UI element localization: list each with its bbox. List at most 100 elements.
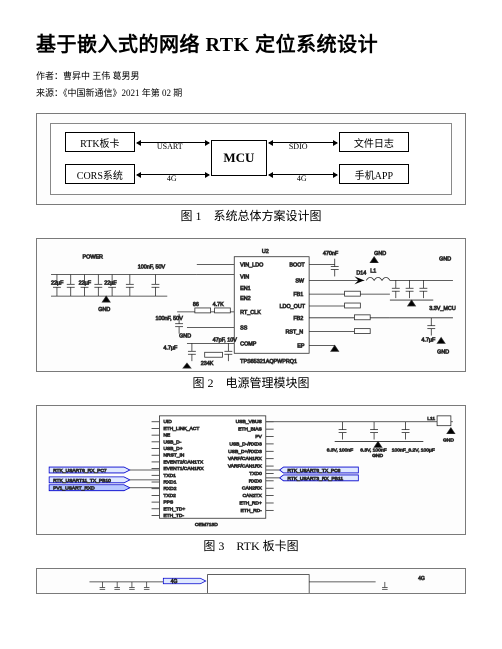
pin-label: USB_D+: [163, 446, 182, 452]
pin-label: CAN2TX: [242, 493, 262, 499]
figure-2: POWER 22μF 22μF 22μF 100nF, 50V GND: [36, 238, 466, 391]
svg-text:4.7μF: 4.7μF: [163, 345, 178, 351]
svg-text:OEM718D: OEM718D: [195, 522, 218, 528]
svg-text:EN1: EN1: [240, 286, 251, 292]
svg-text:TPS65321AQPWPRQ1: TPS65321AQPWPRQ1: [240, 359, 297, 365]
svg-text:RTK_USART6_TX_PC6: RTK_USART6_TX_PC6: [287, 468, 340, 474]
svg-text:4G: 4G: [171, 579, 178, 585]
label-usart: USART: [157, 142, 183, 151]
pin-label: ETH_TD-: [163, 513, 184, 519]
svg-text:RTK_USART6_RX_PC7: RTK_USART6_RX_PC7: [53, 468, 107, 474]
svg-text:SW: SW: [295, 278, 305, 284]
svg-text:GND: GND: [98, 307, 110, 313]
svg-text:100nF, 50V: 100nF, 50V: [155, 316, 183, 322]
svg-text:RTK_USART3_RX_PB11: RTK_USART3_RX_PB11: [287, 476, 343, 482]
figure-4-partial: 4G 4G: [36, 568, 466, 594]
svg-text:LDO_OUT: LDO_OUT: [280, 304, 306, 310]
svg-text:L11: L11: [427, 416, 435, 422]
svg-text:4.7μF: 4.7μF: [421, 337, 436, 343]
svg-text:RT_CLK: RT_CLK: [240, 310, 261, 316]
block-mcu: MCU: [211, 140, 267, 176]
figure-3-frame: OEM718D UIDETH_LINK_ACTNEUSB_D-USB_D+NRS…: [36, 405, 466, 535]
pin-label: NRST_IN: [163, 453, 184, 459]
svg-text:FB1: FB1: [293, 292, 303, 298]
svg-text:47pF, 10V: 47pF, 10V: [213, 337, 238, 343]
svg-text:GND: GND: [443, 437, 454, 443]
pin-label: EVENT2/CAN1TX: [163, 459, 204, 465]
page-title: 基于嵌入式的网络 RTK 定位系统设计: [36, 28, 466, 57]
pin-label: TXD0: [249, 471, 262, 477]
figure-1-diagram: RTK板卡 CORS系统 MCU 文件日志 手机APP USART 4G SDI…: [50, 123, 452, 195]
figure-2-caption: 图 2 电源管理模块图: [36, 374, 466, 391]
pin-label: ETH_RD-: [241, 508, 263, 514]
pin-label: PV: [255, 434, 262, 440]
block-log: 文件日志: [339, 132, 409, 152]
block-cors: CORS系统: [65, 164, 135, 184]
svg-text:EP: EP: [297, 343, 305, 349]
svg-text:VIN: VIN: [240, 274, 249, 280]
svg-text:EN2: EN2: [240, 296, 251, 302]
svg-text:6.3V, 100nF: 6.3V, 100nF: [360, 447, 386, 453]
svg-text:GND: GND: [179, 334, 191, 340]
svg-text:L1: L1: [370, 268, 376, 274]
pin-label: PPS: [163, 500, 174, 506]
svg-text:3.3V_MCU: 3.3V_MCU: [429, 306, 456, 312]
svg-text:VIN_LDO: VIN_LDO: [240, 263, 263, 269]
pin-label: RXD0: [249, 478, 262, 484]
pin-label: TXD2: [163, 493, 176, 499]
figure-2-schematic: POWER 22μF 22μF 22μF 100nF, 50V GND: [37, 239, 465, 371]
svg-text:RST_N: RST_N: [285, 330, 303, 336]
pin-label: UID: [163, 419, 172, 425]
svg-text:FB2: FB2: [293, 316, 303, 322]
svg-text:470nF: 470nF: [323, 251, 339, 257]
figure-4-frame: 4G 4G: [36, 568, 466, 594]
pin-label: ETH_RD+: [239, 500, 262, 506]
svg-text:22μF: 22μF: [51, 280, 64, 286]
pin-label: USB_VBUS: [236, 419, 263, 425]
svg-text:4G: 4G: [418, 576, 425, 582]
pin-label: NE: [163, 433, 171, 439]
figure-3-schematic: OEM718D UIDETH_LINK_ACTNEUSB_D-USB_D+NRS…: [37, 406, 465, 534]
svg-text:RTK_USART11_TX_PB10: RTK_USART11_TX_PB10: [53, 478, 111, 484]
pin-label: EVENT1/CAN1RX: [163, 466, 204, 472]
pin-label: CAN2RX: [242, 486, 263, 492]
block-rtk: RTK板卡: [65, 132, 135, 152]
figure-3-caption: 图 3 RTK 板卡图: [36, 537, 466, 554]
pin-label: VARF/CAN1RX: [228, 464, 263, 470]
svg-text:234K: 234K: [201, 361, 214, 367]
svg-text:D14: D14: [356, 270, 366, 276]
svg-text:6.3V, 100nF: 6.3V, 100nF: [327, 447, 353, 453]
svg-text:GND: GND: [374, 251, 386, 257]
svg-text:100nF_6.2V, 100μF: 100nF_6.2V, 100μF: [392, 447, 435, 453]
figure-1-frame: RTK板卡 CORS系统 MCU 文件日志 手机APP USART 4G SDI…: [36, 113, 466, 205]
svg-text:100nF, 50V: 100nF, 50V: [138, 265, 166, 271]
pin-label: RXD1: [163, 479, 176, 485]
svg-text:GND: GND: [372, 453, 383, 459]
label-4g-right: 4G: [297, 174, 307, 183]
author-line: 作者：曹昇中 王伟 葛男男: [36, 69, 466, 82]
pin-label: ETH_BIAS: [238, 427, 262, 433]
svg-text:PV1_USART_RXD: PV1_USART_RXD: [53, 486, 95, 492]
figure-1-caption: 图 1 系统总体方案设计图: [36, 207, 466, 224]
label-4g-left: 4G: [167, 174, 177, 183]
svg-text:BOOT: BOOT: [289, 263, 305, 269]
pin-label: USB_D-: [163, 439, 181, 445]
pin-label: USB_D-/RXD3: [229, 441, 262, 447]
svg-text:GND: GND: [439, 257, 451, 263]
pin-label: TXD1: [163, 473, 176, 479]
pin-label: VARF/CAN1RX: [228, 456, 263, 462]
svg-text:GND: GND: [437, 349, 449, 355]
source-line: 来源：《中国新通信》2021 年第 02 期: [36, 86, 466, 99]
pin-label: RXD2: [163, 486, 176, 492]
pin-label: ETH_LINK_ACT: [163, 426, 199, 432]
figure-1: RTK板卡 CORS系统 MCU 文件日志 手机APP USART 4G SDI…: [36, 113, 466, 224]
figure-4-schematic: 4G 4G: [37, 569, 465, 593]
svg-text:86: 86: [193, 302, 199, 308]
block-app: 手机APP: [339, 164, 409, 184]
svg-text:U2: U2: [262, 249, 269, 255]
label-power: POWER: [83, 255, 104, 261]
svg-text:COMP: COMP: [240, 341, 257, 347]
pin-label: USB_D+/RXD3: [228, 449, 262, 455]
figure-3: OEM718D UIDETH_LINK_ACTNEUSB_D-USB_D+NRS…: [36, 405, 466, 554]
label-sdio: SDIO: [289, 142, 308, 151]
